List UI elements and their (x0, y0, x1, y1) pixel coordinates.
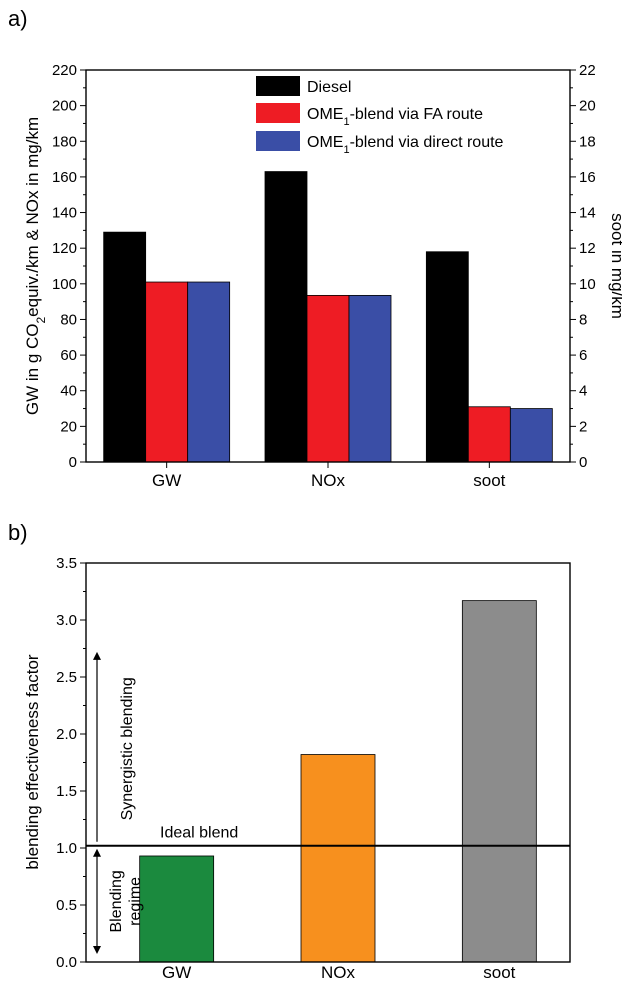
panel-a-left-tick-label: 0 (69, 454, 77, 471)
panel-a-category-labels: GW NOx soot (152, 462, 506, 490)
bar-gw-series-1 (145, 281, 189, 463)
synergistic-arrow (93, 651, 101, 842)
panel-a-left-tick-label: 160 (52, 169, 77, 186)
bar-soot-series-2 (509, 408, 553, 463)
panel-a-right-tick-label: 8 (579, 311, 587, 328)
panel-a-right-tick-label: 14 (579, 205, 596, 222)
bar-nox-series-1 (306, 294, 350, 463)
legend-swatch-direct-route (256, 131, 300, 151)
panel-b-tick-label: 0.5 (56, 897, 77, 914)
bar-blending-gw (139, 855, 215, 963)
panel-a-right-tick-label: 0 (579, 454, 587, 471)
panel-a-category-gw: GW (152, 471, 181, 490)
panel-a-left-tick-label: 80 (60, 311, 77, 328)
legend-swatch-diesel (256, 76, 300, 96)
legend-label-direct-route: OME1-blend via direct route (307, 134, 504, 156)
legend-label-fa-route: OME1-blend via FA route (307, 106, 483, 128)
bar-gw-series-2 (187, 281, 231, 463)
panel-a-left-tick-label: 140 (52, 205, 77, 222)
panel-b-category-soot: soot (483, 963, 515, 982)
bar-blending-nox (300, 754, 376, 963)
panel-a-left-ticks: 0 20 40 60 80 100 120 140 160 180 200 220 (52, 62, 86, 471)
panel-a-right-tick-label: 4 (579, 383, 587, 400)
panel-a-right-tick-label: 22 (579, 62, 596, 79)
bar-nox-series-0 (264, 171, 308, 463)
panel-b-tick-label: 3.0 (56, 612, 77, 629)
panel-a-legend: Diesel OME1-blend via FA route OME1-blen… (256, 76, 504, 156)
panel-b-tick-label: 1.5 (56, 783, 77, 800)
panel-a-left-axis-label: GW in g CO2equiv./km & NOx in mg/km (23, 117, 48, 415)
bar-gw-series-0 (103, 231, 147, 463)
panel-b-ticks: 0.0 0.5 1.0 1.5 2.0 2.5 3.0 3.5 (56, 555, 86, 971)
panel-b-tick-label: 2.5 (56, 669, 77, 686)
bar-soot-series-1 (467, 406, 511, 463)
ideal-blend-label: Ideal blend (160, 825, 238, 842)
panel-a-category-nox: NOx (311, 471, 346, 490)
panel-a: a) 0 20 40 60 80 100 120 140 160 180 200 220 0 2 4 6 8 1… (8, 6, 622, 490)
panel-a-label: a) (8, 6, 28, 31)
panel-b-axis-label: blending effectiveness factor (23, 654, 42, 869)
panel-a-left-tick-label: 20 (60, 418, 77, 435)
panel-b-label: b) (8, 520, 28, 545)
panel-a-left-tick-label: 60 (60, 347, 77, 364)
panel-a-plot-frame (85, 69, 571, 463)
panel-b-category-nox: NOx (321, 963, 356, 982)
legend-swatch-fa-route (256, 103, 300, 123)
panel-b-plot-frame (85, 562, 571, 963)
panel-a-left-tick-label: 220 (52, 62, 77, 79)
panel-a-right-tick-label: 20 (579, 98, 596, 115)
panel-b: b) 0.0 0.5 1.0 1.5 2.0 2.5 3.0 3.5 GW NOx soot Id… (8, 520, 571, 982)
panel-a-left-tick-label: 120 (52, 240, 77, 257)
panel-b-tick-label: 1.0 (56, 840, 77, 857)
panel-a-right-tick-label: 6 (579, 347, 587, 364)
panel-b-category-gw: GW (162, 963, 191, 982)
legend-label-diesel: Diesel (307, 79, 351, 96)
panel-a-right-ticks: 0 2 4 6 8 10 12 14 16 18 20 22 (570, 62, 596, 471)
panel-b-bars (139, 600, 537, 963)
panel-a-right-tick-label: 2 (579, 418, 587, 435)
panel-a-right-tick-label: 12 (579, 240, 596, 257)
panel-a-right-tick-label: 18 (579, 133, 596, 150)
synergistic-blending-label: Synergistic blending (119, 677, 136, 820)
blending-regime-arrow (93, 848, 101, 955)
panel-a-right-tick-label: 16 (579, 169, 596, 186)
panel-b-category-labels: GW NOx soot (162, 963, 516, 982)
blending-regime-label-line1: Blending (108, 870, 125, 932)
panel-a-left-tick-label: 100 (52, 276, 77, 293)
panel-a-right-tick-label: 10 (579, 276, 596, 293)
bar-nox-series-2 (348, 294, 392, 463)
bar-blending-soot (461, 600, 537, 963)
panel-b-tick-label: 2.0 (56, 726, 77, 743)
panel-b-tick-label: 0.0 (56, 954, 77, 971)
bar-soot-series-0 (425, 251, 469, 463)
blending-regime-label-line2: regime (127, 877, 144, 926)
panel-a-right-axis-label: soot in mg/km (608, 213, 622, 319)
panel-b-tick-label: 3.5 (56, 555, 77, 572)
panel-a-bars (103, 171, 553, 463)
panel-a-left-tick-label: 180 (52, 133, 77, 150)
panel-a-left-tick-label: 200 (52, 98, 77, 115)
panel-a-left-tick-label: 40 (60, 383, 77, 400)
panel-a-category-soot: soot (473, 471, 505, 490)
